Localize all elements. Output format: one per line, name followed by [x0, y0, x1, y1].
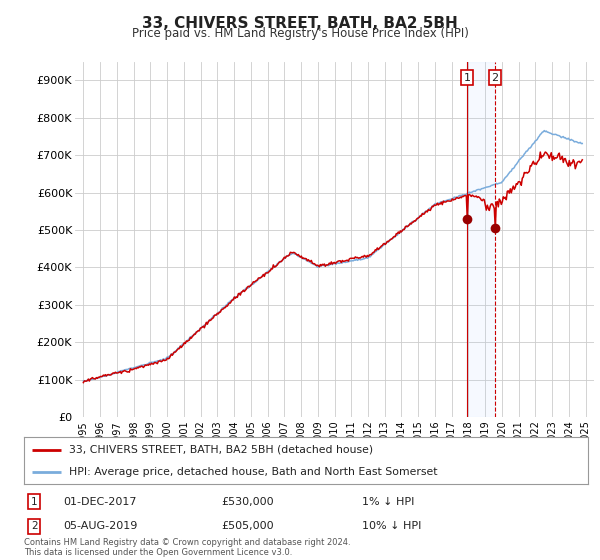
- Text: 01-DEC-2017: 01-DEC-2017: [64, 497, 137, 507]
- Text: 33, CHIVERS STREET, BATH, BA2 5BH (detached house): 33, CHIVERS STREET, BATH, BA2 5BH (detac…: [69, 445, 373, 455]
- Text: HPI: Average price, detached house, Bath and North East Somerset: HPI: Average price, detached house, Bath…: [69, 466, 437, 477]
- Text: 1: 1: [464, 73, 470, 83]
- Text: 2: 2: [31, 521, 37, 531]
- Text: 2: 2: [491, 73, 499, 83]
- Bar: [467, 62, 495, 417]
- Text: Contains HM Land Registry data © Crown copyright and database right 2024.
This d: Contains HM Land Registry data © Crown c…: [24, 538, 350, 557]
- Text: 1% ↓ HPI: 1% ↓ HPI: [362, 497, 415, 507]
- Text: £530,000: £530,000: [221, 497, 274, 507]
- Text: 33, CHIVERS STREET, BATH, BA2 5BH: 33, CHIVERS STREET, BATH, BA2 5BH: [142, 16, 458, 31]
- Text: 1: 1: [31, 497, 37, 507]
- Text: £505,000: £505,000: [221, 521, 274, 531]
- Text: 05-AUG-2019: 05-AUG-2019: [64, 521, 138, 531]
- Text: Price paid vs. HM Land Registry's House Price Index (HPI): Price paid vs. HM Land Registry's House …: [131, 27, 469, 40]
- Text: 10% ↓ HPI: 10% ↓ HPI: [362, 521, 422, 531]
